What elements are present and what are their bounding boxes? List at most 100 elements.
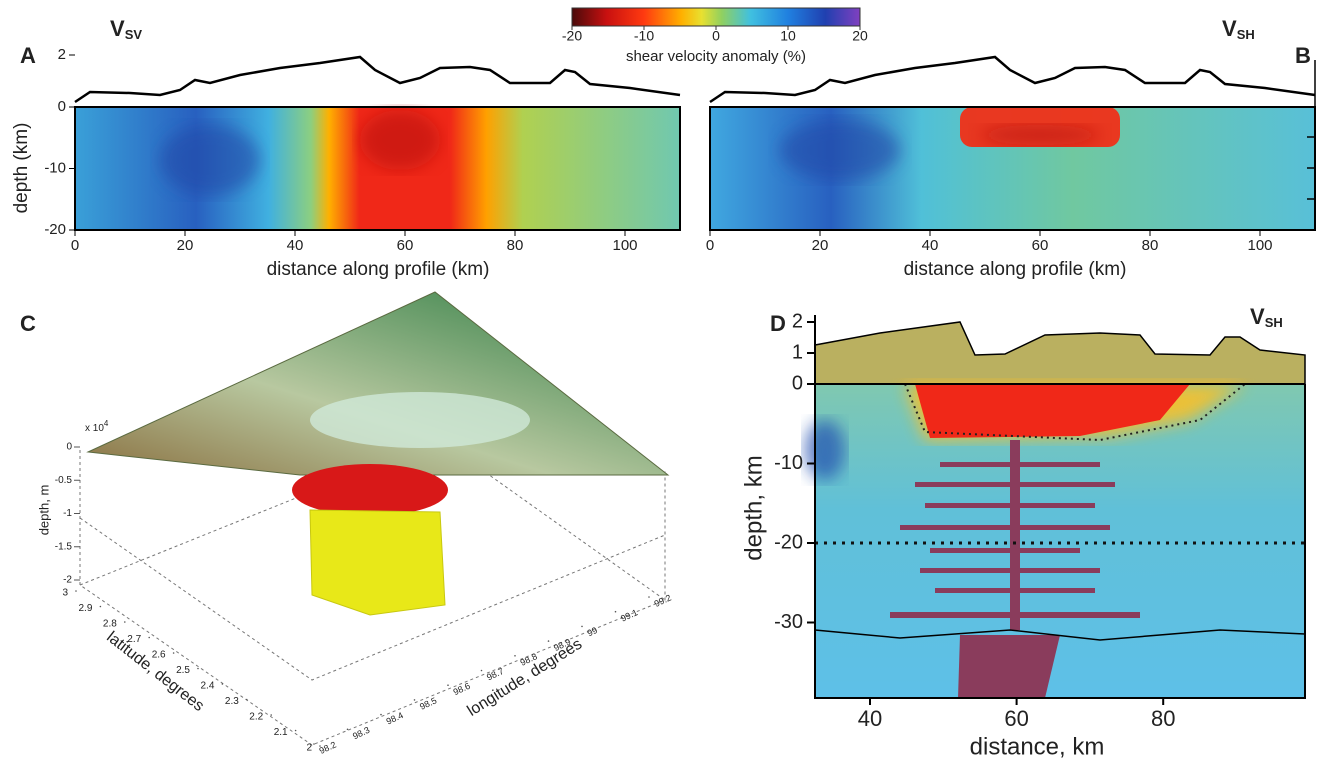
- z-tick-label: -1: [63, 508, 72, 519]
- heatmap: [805, 383, 1305, 698]
- tick-mark: [581, 625, 583, 628]
- y-tick-label: 0: [792, 372, 803, 394]
- x-tick-label: 40: [858, 706, 882, 731]
- red-body: [292, 464, 448, 516]
- lat-tick-label: 2.7: [127, 634, 141, 645]
- colorbar: [571, 7, 861, 27]
- tick-mark: [319, 745, 321, 747]
- title-main: V: [110, 16, 125, 41]
- x-axis-label: distance, km: [970, 733, 1105, 760]
- y-tick-label: -10: [44, 159, 66, 176]
- title-main: V: [1222, 16, 1237, 41]
- x-tick-label: 0: [706, 237, 714, 254]
- x-tick-label: 40: [922, 237, 939, 254]
- y-tick-label: -20: [774, 531, 803, 553]
- right-axis: [1307, 60, 1316, 230]
- x-tick-label: 20: [812, 237, 829, 254]
- topography: [709, 55, 1316, 104]
- tick-mark: [346, 728, 349, 731]
- tick-mark: [547, 640, 550, 642]
- z-tick-label: -2: [63, 575, 72, 586]
- x-tick-label: 80: [1142, 237, 1159, 254]
- z-axis-label: depth, m: [36, 485, 51, 536]
- x-tick-label: 60: [397, 237, 414, 254]
- tick-mark: [148, 636, 150, 639]
- lat-tick-label: 2.2: [249, 712, 263, 723]
- lon-tick-label: 98.6: [452, 681, 472, 697]
- colorbar-tick-label: -10: [634, 28, 654, 44]
- tick-mark: [246, 698, 248, 701]
- lat-tick-label: 2.9: [78, 603, 92, 614]
- tick-mark: [221, 683, 224, 685]
- z-scale-exp: 4: [104, 419, 109, 428]
- elevation-tick-label: 2: [58, 46, 66, 63]
- colorbar-tick-label: 20: [852, 28, 868, 44]
- panel-letter: C: [20, 311, 36, 336]
- panel-letter: A: [20, 43, 36, 68]
- x-tick-label: 20: [177, 237, 194, 254]
- yellow-body: [309, 509, 446, 616]
- x-tick-label: 0: [71, 237, 79, 254]
- lon-tick-label: 99.2: [653, 592, 673, 608]
- tick-mark: [172, 652, 175, 654]
- tick-mark: [197, 667, 199, 670]
- terrain-surface: [86, 291, 670, 476]
- lat-tick-label: 2.1: [274, 727, 288, 738]
- tick-mark: [380, 713, 382, 716]
- x-tick-label: 80: [1151, 706, 1175, 731]
- topography: [74, 55, 681, 104]
- tick-mark: [99, 605, 102, 608]
- z-scale: x 104: [85, 419, 109, 434]
- tick-mark: [480, 669, 483, 672]
- tick-mark: [313, 743, 315, 745]
- lon-tick-label: 98.2: [318, 739, 338, 755]
- lat-tick-label: 2: [306, 743, 312, 754]
- lat-tick-label: 2.6: [152, 650, 166, 661]
- y-axis-label: depth (km): [11, 123, 32, 214]
- tick-mark: [413, 699, 416, 701]
- heatmap: [75, 107, 680, 230]
- colorbar-tick-label: 10: [780, 28, 796, 44]
- x-tick-label: 60: [1032, 237, 1049, 254]
- z-tick-label: 0: [66, 442, 72, 453]
- y-tick-label: -30: [774, 611, 803, 633]
- y-axis-label: depth, km: [740, 455, 767, 560]
- x-tick-label: 40: [287, 237, 304, 254]
- tick-mark: [447, 684, 449, 686]
- lat-tick-label: 2.8: [103, 619, 117, 630]
- lat-tick-label: 2.5: [176, 665, 190, 676]
- caldera-lake: [310, 392, 530, 448]
- colorbar-tick-label: 0: [712, 28, 720, 44]
- panel-title: VSV: [110, 16, 142, 43]
- y-tick-label: -10: [774, 452, 803, 474]
- panel-letter: B: [1295, 43, 1311, 68]
- lat-axis-label: latitude, degrees: [103, 629, 207, 715]
- title-sub: SH: [1265, 315, 1283, 330]
- tick-mark: [294, 729, 297, 732]
- lon-tick-label: 98.4: [385, 710, 405, 726]
- tick-mark: [614, 610, 617, 613]
- panel-title: VSH: [1222, 16, 1255, 43]
- z-tick-label: -0.5: [55, 475, 73, 486]
- lon-tick-label: 98.5: [418, 695, 438, 711]
- tick-mark: [270, 714, 273, 716]
- moho-line: [814, 629, 1306, 641]
- x-axis-label: distance along profile (km): [904, 259, 1127, 280]
- x-tick-label: 100: [612, 237, 637, 254]
- panel-letter: D: [770, 311, 786, 336]
- heatmap: [710, 107, 1315, 230]
- tick-mark: [124, 621, 126, 623]
- lat-tick-label: 2.3: [225, 696, 239, 707]
- lat-tick-label: 3: [62, 588, 68, 599]
- frame: [814, 315, 1306, 699]
- title-sub: SH: [1237, 27, 1255, 42]
- x-axis-label: distance along profile (km): [267, 259, 490, 280]
- lon-tick-label: 99: [586, 625, 599, 638]
- y-tick-label: 0: [58, 98, 66, 115]
- tick-mark: [514, 655, 516, 657]
- panel-title: VSH: [1250, 304, 1283, 331]
- x-tick-label: 80: [507, 237, 524, 254]
- x-tick-label: 100: [1247, 237, 1272, 254]
- z-tick-label: -1.5: [55, 541, 73, 552]
